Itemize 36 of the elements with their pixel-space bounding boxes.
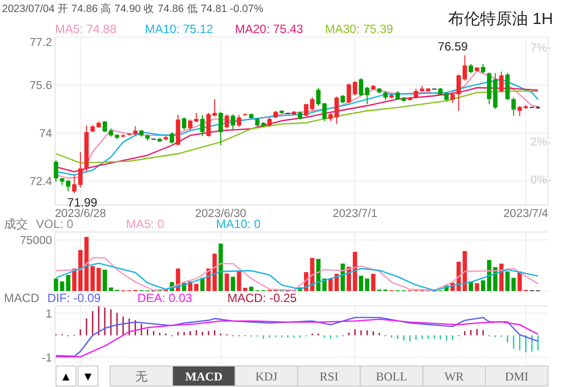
- series-label: VOL: 0: [36, 217, 74, 231]
- x-tick-label: 2023/7/4: [503, 208, 549, 220]
- y-tick-label: -1: [42, 352, 52, 364]
- chart-subtitle: 2023/07/04 开 74.86 高 74.90 收 74.86 低 74.81 -0.07%: [2, 2, 264, 15]
- text: MA5: 0: [126, 217, 164, 231]
- y-tick-label: 72.4: [30, 176, 53, 188]
- text: BOLL: [376, 370, 408, 384]
- text: ▼: [82, 370, 94, 384]
- text: RSI: [320, 370, 338, 384]
- chart-title: MACD: [4, 291, 40, 305]
- x-tick-label: 2023/7/1: [332, 208, 378, 220]
- text: MACD: [185, 370, 223, 384]
- text: MA10: 75.12: [145, 22, 214, 36]
- text: MA5: 74.88: [55, 22, 117, 36]
- x-tick-label: 2023/6/28: [54, 208, 106, 220]
- text: MA10: 0: [216, 217, 262, 231]
- text: WR: [444, 370, 464, 384]
- series-label: DEA: 0.03: [137, 291, 192, 305]
- y-tick-label: 75.6: [30, 80, 52, 92]
- y-tick-label: 74: [39, 128, 53, 140]
- text: KDJ: [255, 370, 278, 384]
- text: DMI: [505, 370, 528, 384]
- text: MACD: -0.25: [227, 291, 298, 305]
- y-tick-label: 1: [46, 308, 52, 320]
- series-label: DIF: -0.09: [47, 291, 102, 305]
- chart-title: 成交: [4, 217, 28, 231]
- text: MA20: 75.43: [235, 22, 304, 36]
- y-tick-label: 75000: [20, 235, 52, 248]
- annotation: 76.59: [438, 39, 468, 54]
- chart-title: 布伦特原油 1H: [448, 10, 553, 28]
- annotation: 71.99: [67, 195, 98, 210]
- text: 无: [135, 370, 148, 384]
- text: ▲: [60, 370, 72, 384]
- x-tick-label: 2023/6/30: [195, 208, 246, 220]
- y-tick-label: 77.2: [30, 37, 52, 49]
- text: MA30: 75.39: [325, 22, 394, 36]
